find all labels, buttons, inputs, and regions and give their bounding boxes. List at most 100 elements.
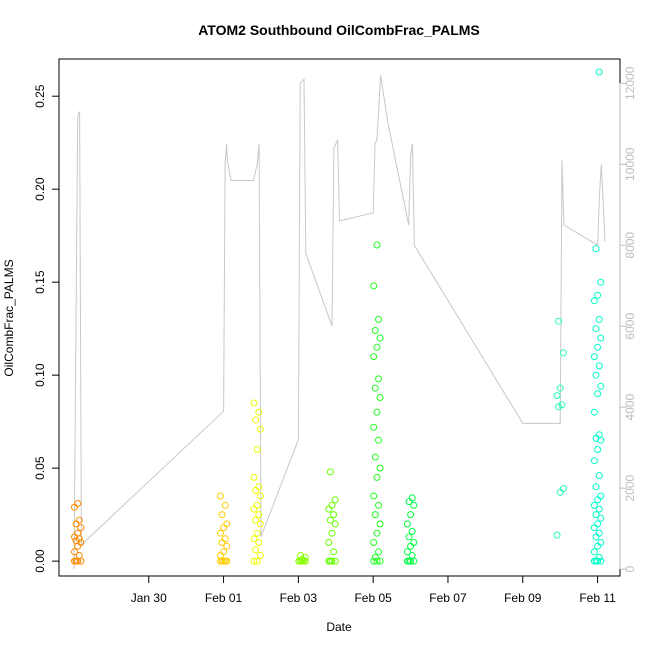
- data-point: [253, 501, 261, 509]
- data-point: [597, 514, 605, 522]
- data-point: [403, 548, 411, 556]
- data-point: [597, 278, 605, 286]
- data-point: [408, 494, 416, 502]
- data-point: [250, 535, 258, 543]
- data-point: [253, 529, 261, 537]
- data-point: [556, 488, 564, 496]
- data-point: [375, 436, 382, 444]
- y-tick-label: 0.20: [33, 177, 47, 201]
- data-point: [590, 524, 598, 532]
- data-point: [597, 539, 605, 546]
- data-point: [376, 464, 384, 472]
- data-point: [220, 524, 228, 532]
- data-point: [75, 552, 83, 559]
- data-point: [592, 533, 600, 541]
- data-point: [375, 375, 382, 383]
- data-point: [592, 371, 600, 379]
- y-axis-label: OilCombFrac_PALMS: [2, 259, 16, 376]
- data-point: [330, 511, 338, 519]
- data-point: [408, 552, 416, 559]
- data-point: [297, 552, 304, 559]
- y2-tick-label: 8000: [623, 232, 637, 259]
- data-point: [597, 557, 605, 565]
- data-point: [371, 511, 379, 519]
- altitude-track-layer: [73, 75, 606, 570]
- data-point: [590, 501, 598, 509]
- data-point: [221, 535, 229, 543]
- data-point: [410, 539, 418, 546]
- data-point: [370, 423, 378, 431]
- data-point: [410, 501, 418, 509]
- y2-tick-label: 2000: [623, 474, 637, 501]
- data-point: [595, 529, 603, 537]
- data-point: [370, 539, 378, 546]
- data-points-layer: [71, 68, 605, 565]
- data-point: [331, 520, 339, 528]
- data-point: [223, 520, 231, 528]
- data-point: [370, 282, 378, 290]
- data-point: [371, 553, 379, 561]
- y-tick-label: 0.15: [33, 270, 47, 294]
- data-point: [595, 315, 603, 323]
- data-point: [255, 539, 263, 546]
- data-point: [255, 511, 263, 519]
- x-tick-label: Feb 01: [205, 591, 243, 605]
- data-point: [594, 343, 602, 351]
- y2-tick-label: 6000: [623, 313, 637, 340]
- y-tick-label: 0.00: [33, 549, 47, 573]
- data-point: [250, 399, 258, 407]
- data-point: [328, 529, 336, 537]
- x-tick-label: Feb 09: [504, 591, 542, 605]
- data-point: [77, 524, 85, 532]
- data-point: [218, 539, 226, 546]
- data-point: [376, 520, 384, 528]
- plot-frame: [58, 58, 621, 577]
- data-point: [72, 557, 80, 565]
- data-point: [594, 390, 602, 398]
- data-point: [595, 362, 603, 370]
- data-point: [595, 472, 603, 480]
- y-tick-label: 0.25: [33, 84, 47, 108]
- data-point: [256, 425, 264, 433]
- data-point: [405, 498, 413, 506]
- data-point: [592, 511, 600, 519]
- data-point: [253, 557, 261, 565]
- data-point: [597, 334, 605, 342]
- y-axis: 0.00 0.05 0.10 0.15 0.20 0.25: [33, 84, 60, 573]
- data-point: [590, 297, 598, 305]
- data-point: [252, 416, 260, 424]
- y2-axis: 0 2000 4000 6000 8000 10000 12000: [619, 66, 637, 572]
- altitude-line: [73, 75, 606, 570]
- data-point: [590, 408, 598, 416]
- data-point: [590, 353, 598, 361]
- data-point: [595, 505, 603, 513]
- x-axis-label: Date: [326, 620, 352, 634]
- data-point: [553, 392, 561, 400]
- data-point: [373, 529, 381, 537]
- data-point: [553, 531, 561, 539]
- data-point: [252, 516, 260, 524]
- data-point: [408, 527, 416, 535]
- data-point: [74, 529, 82, 537]
- data-point: [255, 408, 263, 416]
- data-point: [253, 446, 261, 453]
- data-point: [223, 542, 231, 550]
- data-point: [559, 349, 567, 357]
- data-point: [375, 548, 382, 556]
- data-point: [221, 557, 229, 565]
- data-point: [597, 492, 605, 500]
- x-tick-label: Feb 03: [280, 591, 318, 605]
- data-point: [597, 382, 605, 390]
- data-point: [594, 446, 602, 453]
- data-point: [326, 557, 334, 565]
- data-point: [77, 539, 85, 546]
- data-point: [371, 327, 379, 334]
- data-point: [594, 496, 602, 504]
- data-point: [256, 552, 264, 559]
- y-tick-label: 0.10: [33, 363, 47, 387]
- data-point: [559, 485, 567, 493]
- data-point: [405, 533, 413, 541]
- data-point: [300, 557, 308, 565]
- data-point: [592, 325, 600, 333]
